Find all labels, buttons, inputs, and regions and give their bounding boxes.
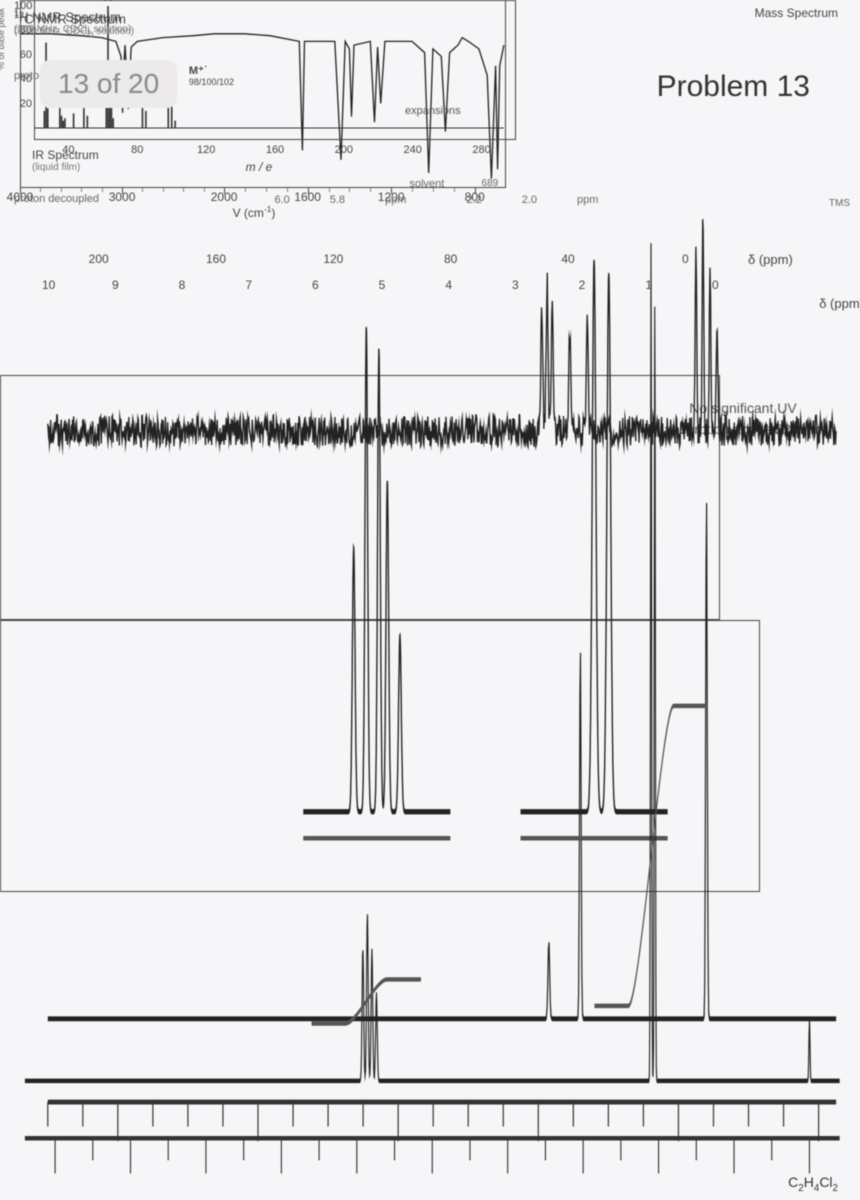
h1-xtick: 7: [245, 278, 252, 292]
page-counter-badge: 13 of 20: [40, 60, 177, 108]
h1-xtick: 3: [512, 278, 519, 292]
h1-inset-xtick: 5.8: [330, 194, 345, 206]
h1-nmr-panel: 1H NMR Spectrum (200 MHz, CDCl3 solution…: [0, 620, 760, 892]
h1-inset-xtick: 2.0: [522, 194, 537, 206]
h1-xtick: 10: [42, 278, 55, 292]
h1-inset-xtick: 2.2: [467, 194, 482, 206]
h1-xtick: 5: [379, 278, 386, 292]
h1-xtick: 2: [579, 278, 586, 292]
h1-xtick: 1: [645, 278, 652, 292]
h1-inset-xtick: 6.0: [275, 194, 290, 206]
h1-inset-xtick: ppm: [385, 194, 406, 206]
h1-xtick: 4: [445, 278, 452, 292]
h1-nmr-svg: [0, 0, 860, 1200]
h1-xtick: 6: [312, 278, 319, 292]
h1-inset-xtick: ppm: [577, 194, 598, 206]
h1-xtick: 8: [179, 278, 186, 292]
h1-axis-unit: δ (ppm): [819, 296, 860, 311]
h1-tms-label: TMS: [829, 198, 850, 209]
h1-xtick: 9: [112, 278, 119, 292]
h1-expansions-label: expansions: [405, 105, 461, 117]
h1-xtick: 0: [712, 278, 719, 292]
